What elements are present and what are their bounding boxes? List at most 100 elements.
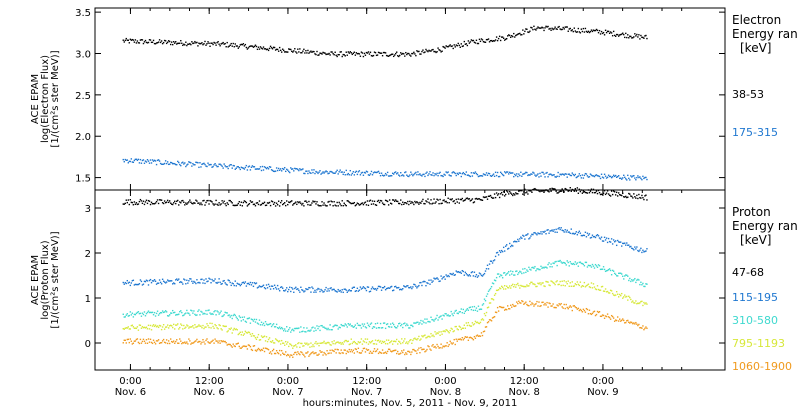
proton-point — [139, 198, 142, 201]
electron-point — [526, 28, 528, 31]
proton-point — [292, 347, 294, 349]
proton-point — [122, 342, 124, 344]
proton-point — [307, 288, 309, 291]
proton-point — [468, 198, 471, 200]
electron-point — [565, 26, 567, 28]
proton-point — [572, 232, 574, 235]
electron-point — [299, 48, 301, 50]
electron-point — [224, 165, 226, 167]
electron-point — [398, 174, 400, 176]
proton-point — [498, 275, 501, 278]
proton-point — [457, 338, 459, 341]
proton-point — [414, 200, 416, 203]
electron-point — [195, 42, 197, 44]
proton-point — [229, 343, 231, 346]
electron-point — [419, 173, 421, 175]
electron-point — [451, 172, 453, 174]
proton-point — [411, 351, 413, 353]
proton-point — [567, 280, 569, 282]
electron-point — [598, 29, 601, 32]
proton-point — [235, 328, 237, 330]
proton-point — [154, 202, 157, 204]
proton-point — [215, 340, 217, 342]
proton-point — [168, 280, 171, 282]
proton-point — [131, 201, 134, 204]
proton-point — [237, 342, 239, 344]
proton-point — [344, 288, 346, 290]
electron-point — [631, 176, 633, 178]
proton-point — [254, 205, 257, 207]
proton-point — [642, 197, 644, 199]
proton-point — [209, 278, 211, 280]
electron-point — [295, 51, 297, 53]
proton-point — [555, 281, 557, 283]
electron-point — [397, 172, 399, 174]
proton-point — [365, 327, 368, 329]
electron-point — [245, 164, 248, 167]
proton-point — [465, 197, 468, 200]
electron-point — [510, 172, 512, 174]
electron-point — [293, 170, 295, 172]
electron-point — [595, 174, 598, 176]
proton-point — [608, 292, 611, 294]
proton-point — [591, 234, 594, 236]
proton-point — [170, 203, 173, 205]
electron-point — [509, 34, 511, 37]
proton-point — [401, 338, 403, 340]
proton-point — [221, 282, 223, 285]
electron-point — [380, 172, 383, 174]
proton-point — [378, 341, 381, 343]
proton-point — [175, 279, 177, 281]
proton-point — [381, 286, 384, 289]
electron-point — [522, 29, 524, 31]
electron-series-1 — [122, 25, 648, 58]
proton-point — [151, 311, 154, 314]
xtick-label-time: 0:00 — [434, 376, 456, 387]
proton-point — [235, 316, 237, 318]
proton-point — [294, 327, 296, 330]
proton-point — [228, 314, 230, 316]
electron-point — [172, 43, 174, 46]
proton-point — [427, 345, 429, 347]
electron-point — [367, 51, 370, 53]
electron-point — [255, 45, 258, 48]
proton-point — [387, 287, 390, 289]
proton-point — [387, 325, 390, 328]
proton-point — [367, 343, 370, 345]
electron-point — [374, 52, 377, 54]
proton-point — [624, 322, 626, 324]
proton-point — [436, 277, 438, 279]
proton-point — [246, 348, 249, 350]
electron-point — [390, 175, 393, 177]
proton-point — [549, 266, 551, 268]
proton-point — [341, 200, 343, 202]
electron-point — [550, 173, 552, 176]
proton-point — [415, 322, 417, 324]
proton-point — [327, 327, 329, 330]
proton-point — [562, 307, 564, 309]
proton-point — [460, 272, 462, 274]
proton-point — [340, 204, 342, 207]
electron-point — [155, 163, 158, 166]
proton-point — [361, 287, 364, 289]
proton-point — [476, 310, 479, 312]
proton-point — [382, 352, 385, 354]
proton-point — [306, 201, 308, 204]
proton-point — [359, 324, 362, 327]
electron-point — [457, 173, 459, 176]
proton-point — [439, 198, 441, 201]
proton-point — [300, 286, 302, 288]
electron-point — [376, 171, 379, 173]
proton-point — [200, 343, 202, 345]
proton-point — [345, 339, 347, 342]
proton-point — [374, 339, 377, 341]
proton-point — [645, 283, 647, 285]
electron-point — [382, 51, 385, 54]
electron-point — [572, 30, 574, 33]
proton-point — [149, 338, 152, 341]
proton-point — [448, 332, 450, 334]
electron-point — [413, 173, 415, 176]
proton-point — [363, 287, 366, 289]
proton-point — [472, 275, 475, 277]
electron-point — [236, 166, 238, 168]
